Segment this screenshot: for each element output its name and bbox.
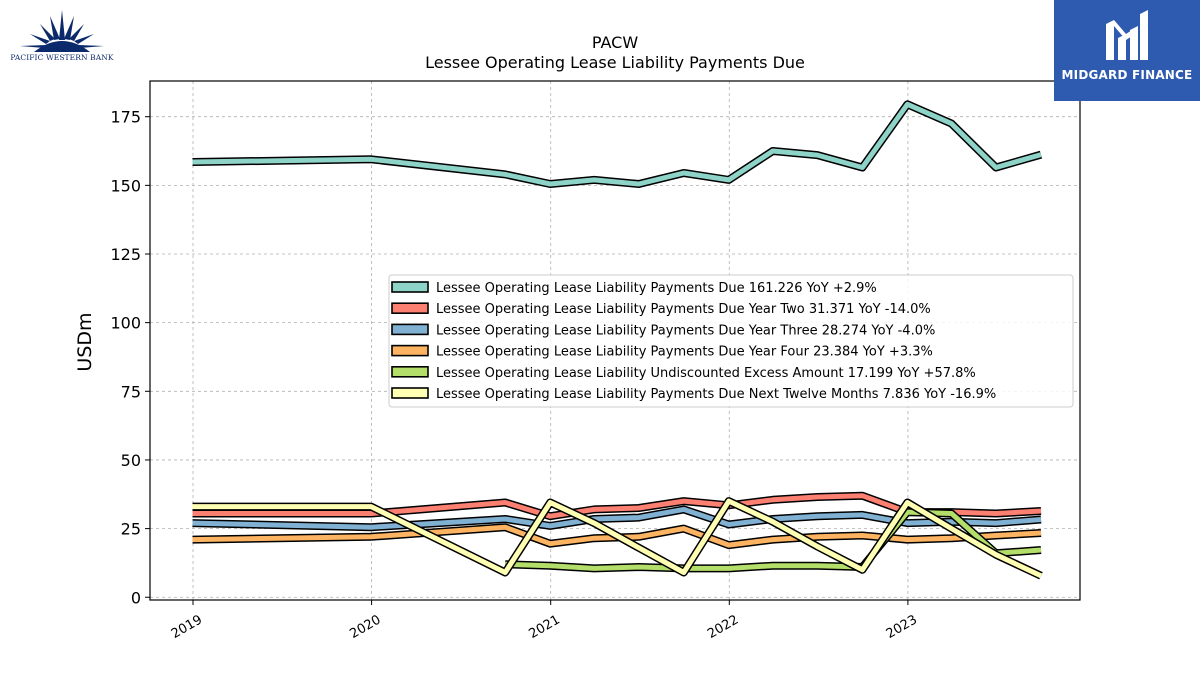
series-line-outline <box>192 100 1043 188</box>
pacific-western-bank-logo: PACIFIC WESTERN BANK <box>4 4 120 68</box>
legend: Lessee Operating Lease Liability Payment… <box>388 274 1074 408</box>
x-tick-label: 2019 <box>169 612 205 642</box>
plot-frame <box>149 80 1081 601</box>
legend-swatch <box>391 387 429 399</box>
series-line-stroke <box>505 509 1042 571</box>
legend-swatch <box>391 302 429 315</box>
midgard-m-icon <box>1106 10 1148 60</box>
y-axis-ticks: 0 25 50 75 100 125 150 175 <box>110 108 150 607</box>
series-line <box>505 508 1042 573</box>
y-axis-label: USDm <box>74 312 96 371</box>
y-tick-label: 75 <box>121 382 141 401</box>
legend-entry: Lessee Operating Lease Liability Undisco… <box>436 366 976 381</box>
midgard-finance-logo: MIDGARD FINANCE <box>1054 0 1200 101</box>
y-tick-label: 175 <box>110 108 141 127</box>
y-tick-label: 0 <box>131 588 141 607</box>
series-line <box>192 100 1043 188</box>
x-axis-ticks: 2019 2020 2021 2022 2023 <box>169 600 920 642</box>
chart-title: PACW <box>592 33 638 52</box>
legend-entry: Lessee Operating Lease Liability Payment… <box>436 387 996 402</box>
y-tick-label: 125 <box>110 245 141 264</box>
legend-entry: Lessee Operating Lease Liability Payment… <box>436 323 935 338</box>
y-tick-label: 50 <box>121 451 141 470</box>
legend-entry: Lessee Operating Lease Liability Payment… <box>436 281 877 296</box>
legend-swatch <box>391 344 429 357</box>
y-tick-label: 100 <box>110 314 141 333</box>
chart-subtitle: Lessee Operating Lease Liability Payment… <box>425 53 805 72</box>
series-line-stroke <box>192 498 1043 579</box>
series-line <box>192 497 1043 580</box>
legend-entry: Lessee Operating Lease Liability Payment… <box>436 345 933 360</box>
x-tick-label: 2022 <box>705 612 741 642</box>
y-tick-label: 25 <box>121 520 141 539</box>
series-line-stroke <box>192 524 1042 548</box>
legend-swatch <box>391 323 429 336</box>
series-lines <box>192 100 1043 580</box>
legend-swatch <box>391 281 429 293</box>
x-tick-label: 2021 <box>527 612 563 642</box>
series-line-stroke <box>192 101 1042 187</box>
x-tick-label: 2023 <box>884 612 920 642</box>
legend-entry: Lessee Operating Lease Liability Payment… <box>436 302 931 317</box>
sunburst-icon <box>20 10 104 52</box>
y-tick-label: 150 <box>110 176 141 195</box>
right-logo-text: MIDGARD FINANCE <box>1061 68 1193 82</box>
legend-box <box>388 274 1074 408</box>
series-line <box>192 523 1042 550</box>
left-logo-text: PACIFIC WESTERN BANK <box>10 53 114 62</box>
legend-swatch <box>391 365 429 378</box>
x-tick-label: 2020 <box>347 612 383 642</box>
